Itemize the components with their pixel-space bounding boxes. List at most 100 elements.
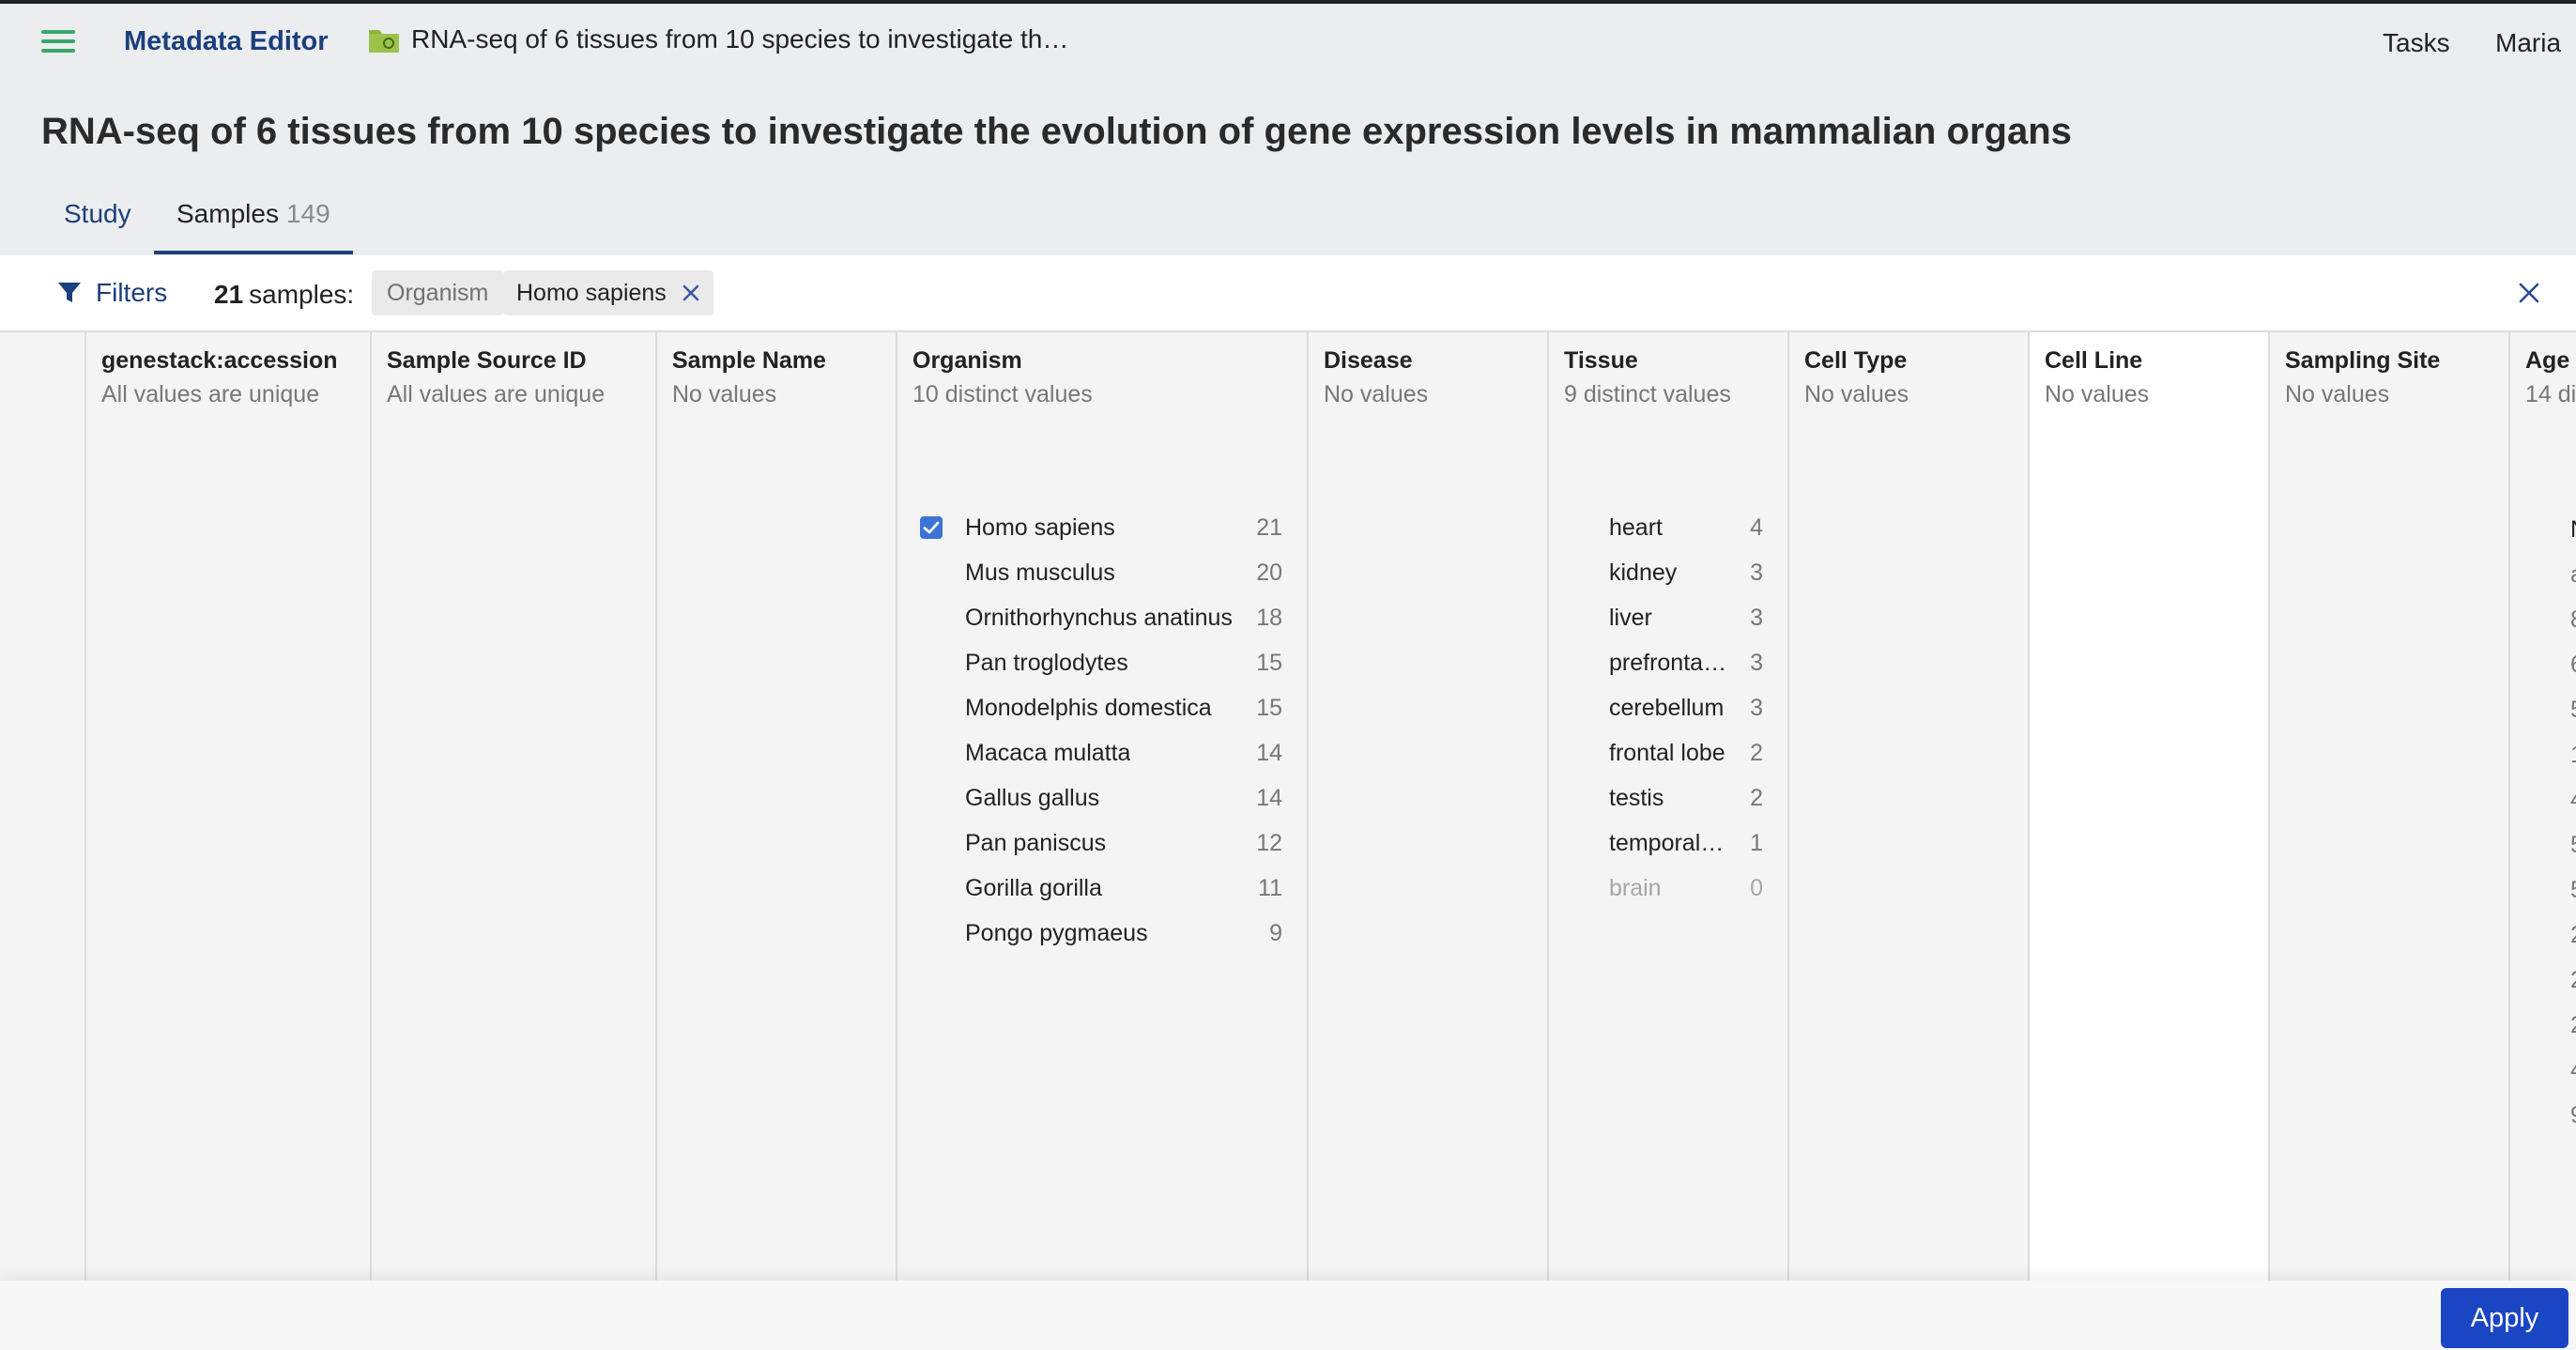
age-value-fragment: 2 [2570,922,2576,949]
tissue-value-row[interactable]: kidney 3 [1609,550,1763,595]
organism-value-row[interactable]: Macaca mulatta 14 [920,730,1282,775]
column-header: Tissue [1564,347,1638,374]
organism-value-label: Gorilla gorilla [965,874,1102,901]
age-value-fragment: 5 [2570,697,2576,724]
tissue-value-row[interactable]: temporal … 1 [1609,821,1763,866]
samples-grid: genestack:accession All values are uniqu… [0,332,2576,1281]
column-summary: 14 di [2525,381,2576,407]
column-header: Organism [912,347,1022,374]
organism-value-row[interactable]: Pan troglodytes 15 [920,640,1282,685]
tissue-value-row[interactable]: cerebellum 3 [1609,685,1763,730]
page-title: RNA-seq of 6 tissues from 10 species to … [41,111,2072,152]
filters-label: Filters [96,278,168,307]
tissue-value-label: temporal … [1609,829,1729,856]
column-sampling-site[interactable]: Sampling Site No values [2268,332,2508,1281]
organism-value-count: 14 [1256,739,1282,766]
organism-value-count: 12 [1256,829,1282,856]
column-genestack-accession[interactable]: genestack:accession All values are uniqu… [84,332,370,1281]
column-age[interactable]: Age 14 di Na 8 6 5 1 4 5 5 2 2 2 4 9 [2508,332,2576,1281]
organism-value-count: 9 [1269,919,1282,946]
organism-value-count: 18 [1256,604,1282,631]
age-value-fragment: 2 [2570,967,2576,994]
tab-samples-label: Samples [176,199,279,228]
study-folder-icon [369,30,399,53]
tissue-value-row[interactable]: testis 2 [1609,775,1763,821]
column-summary: 9 distinct values [1564,381,1731,407]
column-header: Cell Line [2045,347,2143,374]
column-summary: No values [1324,381,1429,407]
organism-value-label: Mus musculus [965,559,1115,586]
organism-value-count: 21 [1256,514,1282,541]
age-value-fragment: 6 [2570,652,2576,679]
column-tissue[interactable]: Tissue 9 distinct values heart 4 kidney 3 li… [1547,332,1787,1281]
tissue-value-row[interactable]: heart 4 [1609,505,1763,550]
column-header: Sample Name [672,347,826,374]
age-value-fragment: 9 [2570,1102,2576,1129]
window-top-border [0,0,2576,4]
age-value-fragment: 4 [2570,787,2576,814]
organism-value-label: Pan troglodytes [965,649,1128,676]
tissue-value-count: 4 [1750,514,1763,541]
organism-value-row[interactable]: Ornithorhynchus anatinus 18 [920,595,1282,640]
tissue-value-count: 1 [1750,829,1763,856]
filter-chip-value-label: Homo sapiens [516,280,667,306]
tissue-value-label: heart [1609,514,1663,541]
column-summary: No values [2285,381,2390,407]
row-selector-column [0,332,84,1281]
tissue-value-row[interactable]: frontal lobe 2 [1609,730,1763,775]
tissue-value-row[interactable]: prefrontal… 3 [1609,640,1763,685]
column-header: Age [2525,347,2570,374]
organism-value-label: Pan paniscus [965,829,1107,856]
column-organism[interactable]: Organism 10 distinct values Homo sapiens… [896,332,1307,1281]
age-value-fragment: 5 [2570,877,2576,904]
organism-value-count: 11 [1258,874,1282,901]
organism-value-row[interactable]: Monodelphis domestica 15 [920,685,1282,730]
menu-icon[interactable] [41,30,75,56]
tab-samples[interactable]: Samples 149 [176,199,330,229]
tissue-value-count: 3 [1750,649,1763,676]
organism-value-row[interactable]: Homo sapiens 21 [920,505,1282,550]
column-header: Sample Source ID [387,347,587,374]
organism-value-label: Monodelphis domestica [965,694,1212,721]
organism-value-label: Gallus gallus [965,784,1100,811]
organism-value-row[interactable]: Mus musculus 20 [920,550,1282,595]
column-sample-name[interactable]: Sample Name No values [655,332,896,1281]
tissue-value-label: liver [1609,604,1652,631]
tissue-value-row[interactable]: brain 0 [1609,866,1763,911]
column-cell-line[interactable]: Cell Line No values [2028,332,2268,1281]
tab-study[interactable]: Study [64,199,131,228]
organism-value-label: Macaca mulatta [965,739,1131,766]
top-bar: Metadata Editor RNA-seq of 6 tissues fro… [0,4,2576,81]
tissue-value-count: 3 [1750,604,1763,631]
column-summary: No values [672,381,777,407]
app-title[interactable]: Metadata Editor [124,26,329,56]
organism-value-row[interactable]: Gallus gallus 14 [920,775,1282,821]
tissue-value-row[interactable]: liver 3 [1609,595,1763,640]
column-summary: No values [2045,381,2150,407]
filters-button[interactable]: Filters [56,278,167,308]
user-menu[interactable]: Maria [2495,28,2562,57]
apply-button[interactable]: Apply [2441,1288,2568,1348]
remove-filter-icon[interactable] [682,284,700,302]
bottom-bar: Apply [0,1281,2576,1350]
column-header: Sampling Site [2285,347,2441,374]
organism-value-count: 14 [1256,784,1282,811]
organism-value-row[interactable]: Pan paniscus 12 [920,821,1282,866]
filtered-samples-count: 21 samples: [214,280,354,310]
tissue-value-label: cerebellum [1609,694,1725,721]
column-cell-type[interactable]: Cell Type No values [1787,332,2028,1281]
age-value-fragment: 8 [2570,606,2576,634]
tissue-value-label: testis [1609,784,1664,811]
active-tab-indicator [154,251,353,254]
tasks-link[interactable]: Tasks [2383,28,2450,57]
column-sample-source-id[interactable]: Sample Source ID All values are unique [370,332,655,1281]
checkbox-checked-icon[interactable] [920,516,943,539]
organism-value-row[interactable]: Pongo pygmaeus 9 [920,911,1282,956]
breadcrumb[interactable]: RNA-seq of 6 tissues from 10 species to … [368,24,1068,54]
column-summary: 10 distinct values [912,381,1093,407]
samples-count-number: 21 [214,280,244,309]
close-filters-icon[interactable] [2516,280,2542,306]
column-disease[interactable]: Disease No values [1307,332,1547,1281]
organism-value-count: 20 [1256,559,1282,586]
organism-value-row[interactable]: Gorilla gorilla 11 [920,866,1282,911]
